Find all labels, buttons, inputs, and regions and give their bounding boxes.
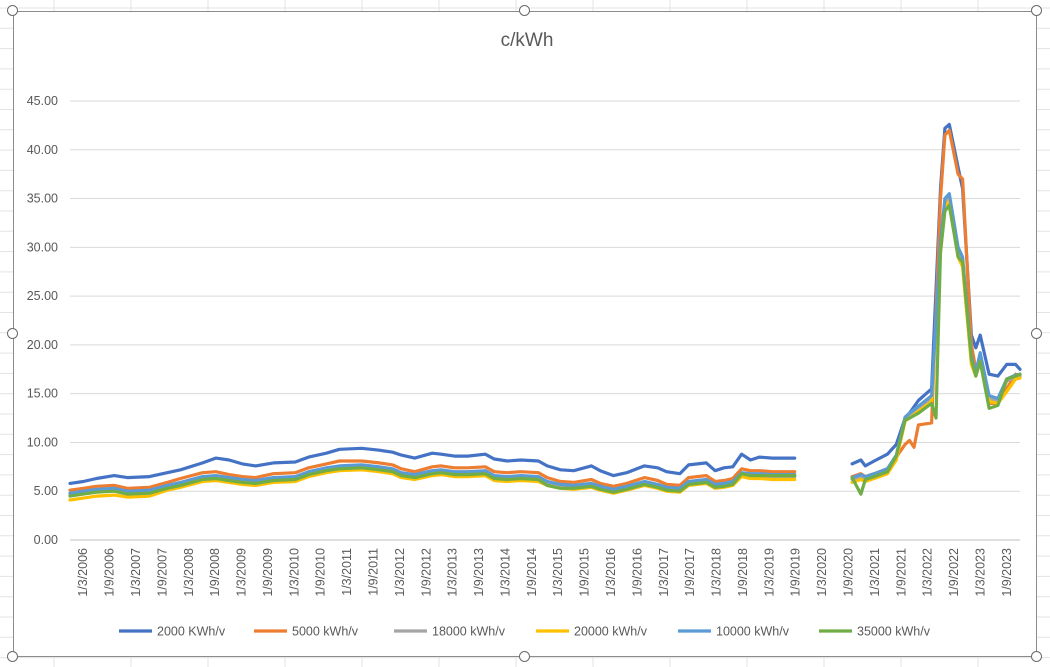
legend-label: 2000 KWh/v: [157, 625, 226, 639]
legend-label: 18000 kWh/v: [432, 625, 506, 639]
resize-handle-middle-right[interactable]: [1031, 328, 1042, 339]
x-tick-label: 1/9/2007: [155, 548, 169, 597]
y-tick-label: 25.00: [27, 289, 58, 303]
x-tick-label: 1/3/2010: [287, 548, 301, 597]
x-tick-label: 1/9/2013: [472, 548, 486, 597]
x-tick-label: 1/9/2018: [736, 548, 750, 597]
resize-handle-top-left[interactable]: [7, 5, 18, 16]
series-line-0: [68, 122, 1022, 485]
resize-handle-top-right[interactable]: [1031, 5, 1042, 16]
series-line-1: [68, 128, 1022, 492]
x-tick-label: 1/9/2008: [208, 548, 222, 597]
x-tick-label: 1/3/2014: [498, 548, 512, 597]
x-tick-label: 1/3/2022: [921, 548, 935, 597]
x-tick-label: 1/9/2012: [419, 548, 433, 597]
x-tick-label: 1/9/2009: [261, 548, 275, 597]
resize-handle-bottom-right[interactable]: [1031, 651, 1042, 662]
x-tick-label: 1/9/2021: [894, 548, 908, 597]
x-tick-label: 1/9/2015: [578, 548, 592, 597]
series-line-4: [68, 192, 1022, 495]
legend-label: 35000 kWh/v: [857, 625, 931, 639]
x-tick-label: 1/9/2006: [103, 548, 117, 597]
gridlines: [70, 100, 1020, 541]
x-tick-label: 1/3/2019: [762, 548, 776, 597]
x-tick-label: 1/3/2012: [393, 548, 407, 597]
chart-title: c/kWh: [501, 30, 554, 51]
x-tick-label: 1/3/2007: [129, 548, 143, 597]
x-axis-ticks: 1/3/2006 1/9/2006 1/3/2007 1/9/2007 1/3/2008…: [76, 548, 1014, 597]
x-tick-label: 1/3/2011: [340, 548, 354, 596]
y-tick-label: 20.00: [27, 338, 58, 352]
x-tick-label: 1/3/2021: [868, 548, 882, 597]
series-line-3: [68, 198, 1022, 502]
x-tick-label: 1/9/2011: [366, 548, 380, 596]
legend-label: 5000 kWh/v: [292, 625, 359, 639]
y-tick-label: 40.00: [27, 143, 58, 157]
x-tick-label: 1/9/2023: [1000, 548, 1014, 597]
y-axis-ticks: 0.00 5.00 10.00 15.00 20.00 25.00 30.00 35.00 40…: [27, 94, 58, 547]
chart-area[interactable]: 0.00 5.00 10.00 15.00 20.00 25.00 30.00 35.00 40…: [13, 11, 1037, 657]
y-tick-label: 30.00: [27, 240, 58, 254]
resize-handle-top-center[interactable]: [519, 5, 530, 16]
resize-handle-bottom-left[interactable]: [7, 651, 18, 662]
resize-handle-middle-left[interactable]: [7, 328, 18, 339]
legend-label: 10000 kWh/v: [716, 625, 790, 639]
x-tick-label: 1/9/2010: [314, 548, 328, 597]
chart-plot: 0.00 5.00 10.00 15.00 20.00 25.00 30.00 35.00 40…: [27, 30, 1022, 639]
x-tick-label: 1/3/2006: [76, 548, 90, 597]
x-tick-label: 1/9/2014: [525, 548, 539, 597]
x-tick-label: 1/3/2017: [657, 548, 671, 597]
x-tick-label: 1/3/2008: [182, 548, 196, 597]
x-tick-label: 1/9/2017: [683, 548, 697, 597]
y-tick-label: 35.00: [27, 192, 58, 206]
y-tick-label: 5.00: [34, 484, 58, 498]
x-tick-label: 1/3/2009: [235, 548, 249, 597]
legend-label: 20000 kWh/v: [574, 625, 648, 639]
x-tick-label: 1/9/2019: [789, 548, 803, 597]
series-lines: [68, 122, 1022, 502]
x-tick-label: 1/3/2023: [973, 548, 987, 597]
x-tick-label: 1/9/2022: [947, 548, 961, 597]
x-tick-label: 1/3/2016: [604, 548, 618, 597]
x-tick-label: 1/3/2015: [551, 548, 565, 597]
x-tick-label: 1/9/2016: [630, 548, 644, 597]
legend: 2000 KWh/v 5000 kWh/v 18000 kWh/v 20000 kWh…: [119, 625, 931, 639]
series-line-2: [68, 195, 1022, 497]
x-tick-label: 1/3/2020: [815, 548, 829, 597]
x-tick-label: 1/9/2020: [841, 548, 855, 597]
series-line-5: [68, 203, 1022, 498]
y-tick-label: 0.00: [34, 533, 58, 547]
y-tick-label: 15.00: [27, 387, 58, 401]
x-tick-label: 1/3/2018: [710, 548, 724, 597]
resize-handle-bottom-center[interactable]: [519, 651, 530, 662]
y-tick-label: 10.00: [27, 435, 58, 449]
x-tick-label: 1/3/2013: [446, 548, 460, 597]
y-tick-label: 45.00: [27, 94, 58, 108]
